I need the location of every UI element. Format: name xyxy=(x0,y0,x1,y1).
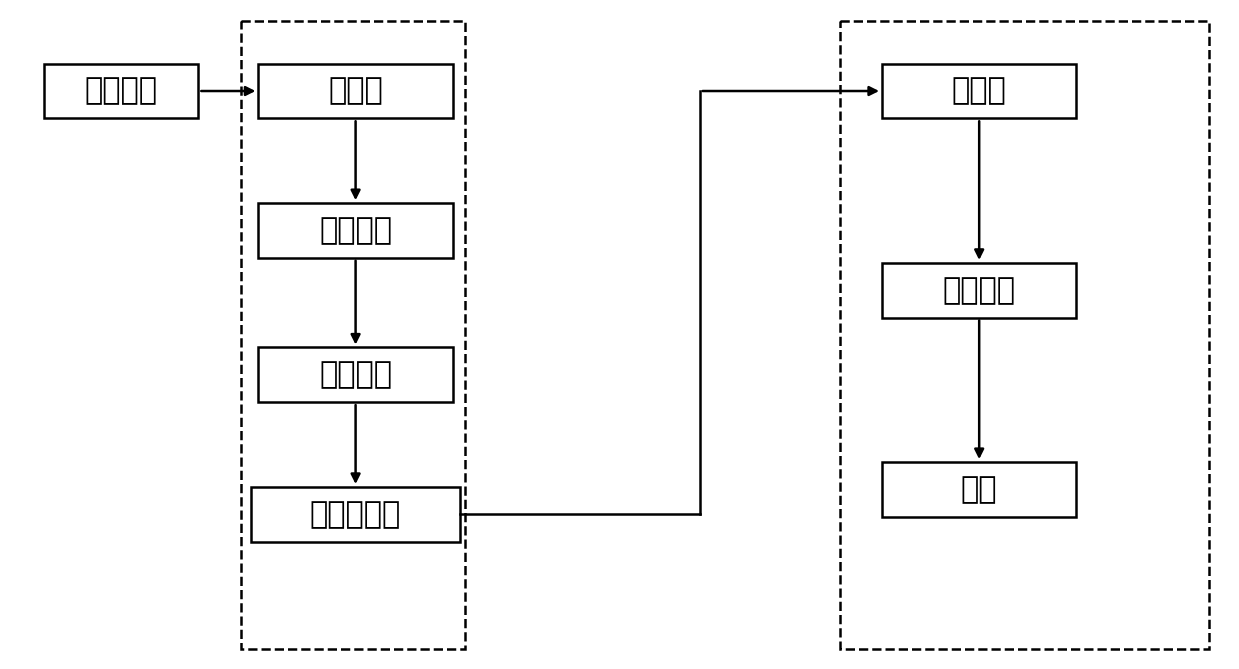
Text: 分辨率处理: 分辨率处理 xyxy=(310,499,401,530)
Bar xyxy=(250,487,461,542)
Text: 打印机: 打印机 xyxy=(952,76,1006,106)
Text: 图片数据: 图片数据 xyxy=(84,76,157,106)
Bar xyxy=(840,21,1209,649)
Bar xyxy=(882,64,1077,118)
Bar xyxy=(43,64,198,118)
Bar xyxy=(258,64,453,118)
Bar xyxy=(258,203,453,258)
Text: 图片缩放: 图片缩放 xyxy=(320,359,392,390)
Text: 上位机: 上位机 xyxy=(328,76,383,106)
Text: 加热: 加热 xyxy=(961,474,997,505)
Bar xyxy=(882,263,1077,318)
Bar xyxy=(882,462,1077,516)
Text: 点行数据: 点行数据 xyxy=(943,275,1016,306)
Bar xyxy=(240,21,466,649)
Bar xyxy=(258,347,453,402)
Text: 单色位图: 单色位图 xyxy=(320,215,392,246)
